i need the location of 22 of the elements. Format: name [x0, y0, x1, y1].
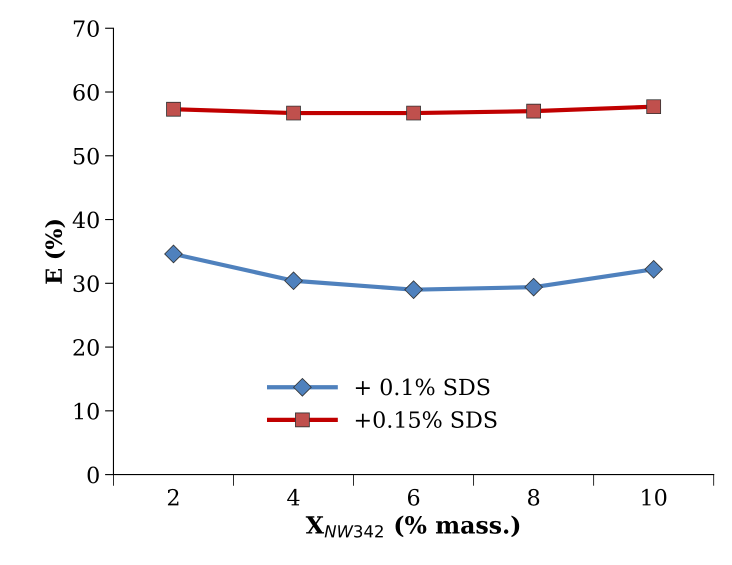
x-tick-label: 6	[408, 488, 420, 506]
y-tick-label: 40	[72, 211, 99, 228]
y-tick-label: 70	[74, 20, 99, 38]
point	[644, 260, 663, 279]
point	[404, 280, 423, 299]
point	[524, 278, 543, 296]
y-tick-label: 20	[73, 339, 99, 356]
x-tick-label: 4	[287, 488, 300, 506]
x-tick-label: 10	[642, 488, 666, 506]
legend-label: + 0.1% SDS	[356, 378, 490, 396]
x-tick-label: 8	[528, 488, 540, 506]
y-tick-label: 60	[73, 84, 99, 101]
legend-label: +0.15% SDS	[356, 411, 496, 428]
y-tick-label: 10	[74, 402, 99, 420]
point	[164, 244, 183, 264]
y-tick-label: 0	[88, 466, 99, 484]
y-tick-label: 30	[74, 275, 99, 292]
x-tick-label: 2	[168, 488, 178, 506]
y-axis-title: E (%)	[44, 220, 66, 284]
point	[284, 272, 303, 290]
y-tick-label: 50	[74, 148, 99, 165]
x-axis-title: X$_{NW342}$ (% mass.)	[306, 516, 520, 538]
